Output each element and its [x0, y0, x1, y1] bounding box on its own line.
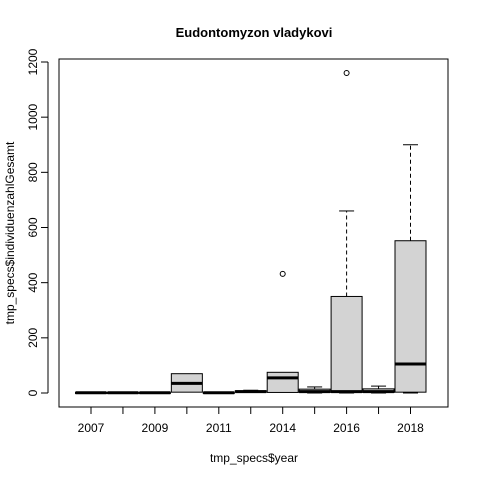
box-2017 [362, 385, 395, 394]
x-tick-label: 2014 [269, 421, 296, 435]
boxes [75, 70, 427, 395]
box-2007 [75, 391, 107, 395]
y-tick-label: 400 [26, 272, 40, 292]
outlier-point [279, 270, 286, 277]
box-2009 [138, 391, 171, 395]
box-2008 [106, 391, 139, 395]
box-body [394, 240, 427, 393]
box-2018 [394, 144, 427, 394]
box-body [330, 295, 363, 393]
y-tick-label: 1000 [26, 103, 40, 130]
y-tick-label: 1200 [26, 48, 40, 75]
chart-title: Eudontomyzon vladykovi [176, 25, 333, 40]
y-axis-label: tmp_specs$individuenzahlGesamt [3, 141, 17, 324]
box-2013 [234, 389, 267, 394]
x-tick-label: 2011 [206, 421, 232, 435]
y-tick-label: 0 [26, 389, 40, 396]
box-2016 [330, 70, 363, 394]
x-tick-label: 2018 [397, 421, 424, 435]
x-axis-label: tmp_specs$year [210, 451, 298, 465]
x-tick-label: 2007 [78, 421, 105, 435]
y-axis: 0 200 400 600 800 1000 1200 [26, 48, 49, 396]
box-body [266, 371, 299, 393]
box-2011 [202, 391, 235, 395]
x-tick-label: 2009 [142, 421, 169, 435]
outlier-point [343, 70, 350, 77]
y-tick-label: 200 [26, 328, 40, 348]
y-tick-label: 600 [26, 217, 40, 237]
x-tick-label: 2016 [333, 421, 360, 435]
x-axis: 2007 2009 2011 2014 2016 2018 [78, 406, 424, 435]
box-2015 [298, 386, 331, 394]
plot-frame [58, 58, 449, 408]
y-tick-label: 800 [26, 162, 40, 182]
box-2010 [170, 373, 203, 393]
box-2014 [266, 270, 299, 393]
